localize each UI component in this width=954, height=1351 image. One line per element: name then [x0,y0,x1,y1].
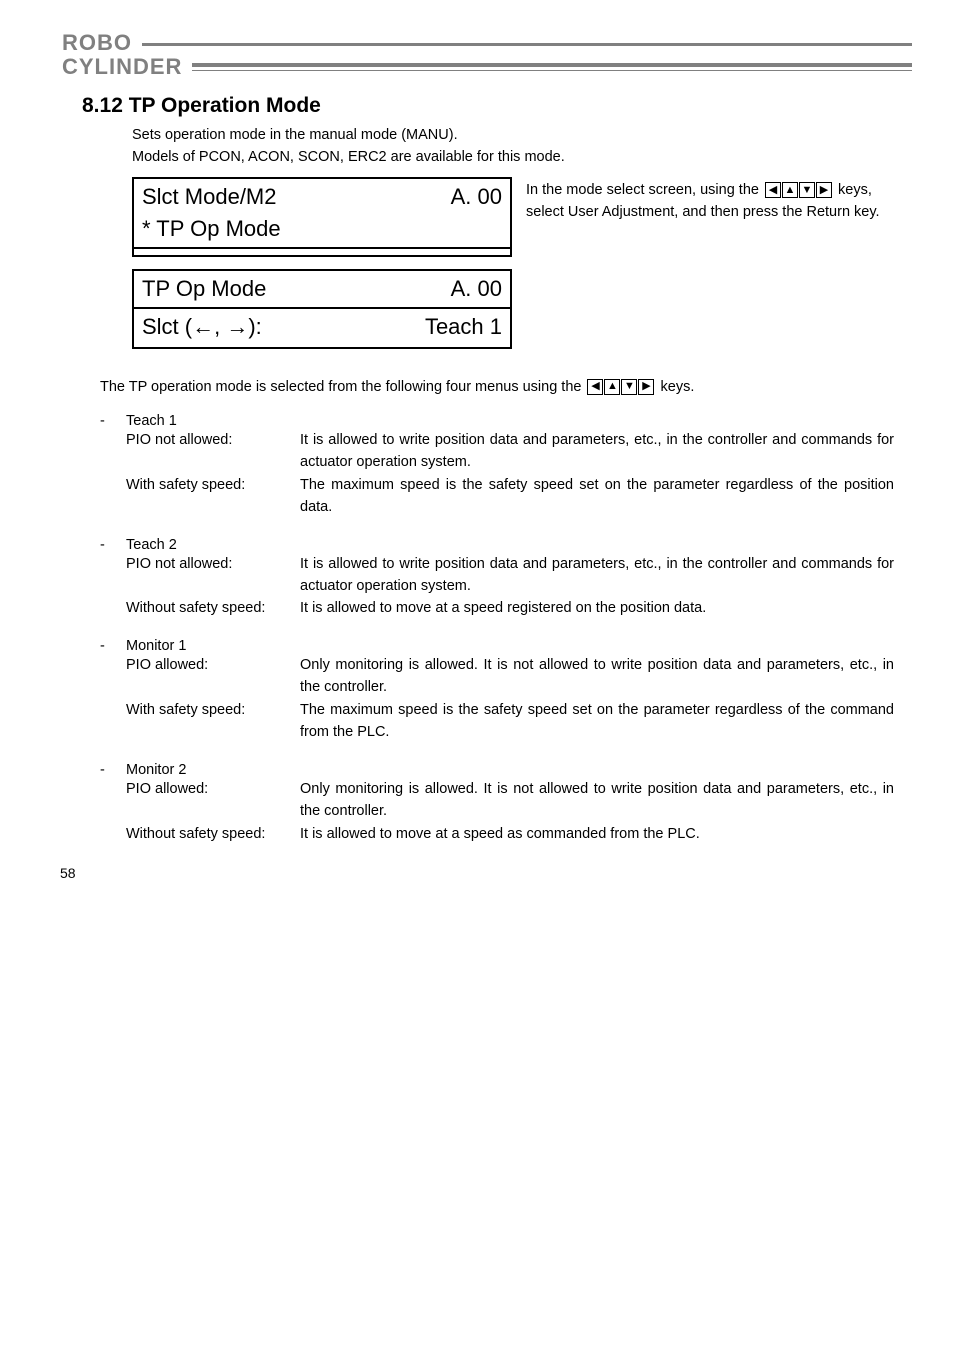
screen2-box: TP Op Mode A. 00 Slct (←, →): Teach 1 [132,269,512,349]
mode-sub-row: With safety speed: The maximum speed is … [126,699,894,744]
arrow-key-group: ◀▲▼▶ [765,182,832,198]
mode-sub-row: Without safety speed: It is allowed to m… [126,597,894,619]
arrow-down-icon: ▼ [799,182,815,198]
intro-text: Sets operation mode in the manual mode (… [132,124,894,169]
mode-sub-text: It is allowed to move at a speed registe… [300,597,894,619]
arrow-right-icon: ▶ [816,182,832,198]
mode-sub-label: PIO allowed: [126,654,300,699]
screen2-line2-left: Slct (←, →): [142,311,262,343]
arrow-left-icon: ◀ [587,379,603,395]
logo-header: ROBO CYLINDER [60,30,894,80]
mode-item: - Monitor 2 PIO allowed: Only monitoring… [100,762,894,845]
header-rule-bottom [192,63,912,71]
explain-post: keys. [656,379,694,395]
mode-sub-row: PIO allowed: Only monitoring is allowed.… [126,654,894,699]
page-number: 58 [60,865,76,881]
logo-text-robo: ROBO [62,30,132,56]
header-rule-top [142,43,912,46]
explain-pre: The TP operation mode is selected from t… [100,379,585,395]
mode-sub-text: The maximum speed is the safety speed se… [300,474,894,519]
arrow-right-icon: ▶ [638,379,654,395]
screen1-box: Slct Mode/M2 A. 00 * TP Op Mode [132,177,512,257]
mode-title: Teach 1 [126,413,177,429]
mode-title: Teach 2 [126,537,177,553]
mode-title: Monitor 1 [126,638,186,654]
mode-title-row: - Monitor 1 [100,638,894,654]
screen2-line2-right: Teach 1 [425,311,502,343]
mode-sub-row: Without safety speed: It is allowed to m… [126,823,894,845]
mode-title: Monitor 2 [126,762,186,778]
mode-sub-label: Without safety speed: [126,823,300,845]
mode-sub-text: It is allowed to write position data and… [300,429,894,474]
mode-sub-text: It is allowed to write position data and… [300,553,894,598]
mode-sub-row: PIO not allowed: It is allowed to write … [126,429,894,474]
section-heading: 8.12 TP Operation Mode [82,94,894,118]
list-dash-icon: - [100,762,126,778]
screen1-line1-left: Slct Mode/M2 [142,181,277,213]
mode-sub-text: Only monitoring is allowed. It is not al… [300,654,894,699]
page-container: ROBO CYLINDER 8.12 TP Operation Mode Set… [0,0,954,903]
list-dash-icon: - [100,413,126,429]
mode-sub-label: PIO allowed: [126,778,300,823]
screen2-line1-right: A. 00 [451,273,502,305]
mode-item: - Teach 1 PIO not allowed: It is allowed… [100,413,894,519]
screen1-row: Slct Mode/M2 A. 00 * TP Op Mode In the m… [132,177,894,257]
mode-sub-label: With safety speed: [126,699,300,744]
mode-sub-row: PIO allowed: Only monitoring is allowed.… [126,778,894,823]
screen1-line2: * TP Op Mode [142,213,502,245]
intro-line-2: Models of PCON, ACON, SCON, ERC2 are ava… [132,146,894,168]
logo-text-cylinder: CYLINDER [62,54,182,80]
mode-item: - Teach 2 PIO not allowed: It is allowed… [100,537,894,620]
mode-sub-label: PIO not allowed: [126,553,300,598]
explain-paragraph: The TP operation mode is selected from t… [100,379,894,395]
arrow-left-icon: ◀ [765,182,781,198]
screen1-description: In the mode select screen, using the ◀▲▼… [526,177,894,224]
mode-sub-text: It is allowed to move at a speed as comm… [300,823,894,845]
mode-sub-row: With safety speed: The maximum speed is … [126,474,894,519]
screen2-line1-left: TP Op Mode [142,273,266,305]
intro-line-1: Sets operation mode in the manual mode (… [132,124,894,146]
arrow-up-icon: ▲ [604,379,620,395]
mode-sub-row: PIO not allowed: It is allowed to write … [126,553,894,598]
mode-list: - Teach 1 PIO not allowed: It is allowed… [100,413,894,846]
mode-title-row: - Teach 2 [100,537,894,553]
list-dash-icon: - [100,638,126,654]
arrow-key-group-2: ◀▲▼▶ [587,379,654,395]
screen2-divider [134,307,510,309]
mode-title-row: - Monitor 2 [100,762,894,778]
mode-sub-label: PIO not allowed: [126,429,300,474]
arrow-down-icon: ▼ [621,379,637,395]
screen1-line1-right: A. 00 [451,181,502,213]
mode-sub-label: With safety speed: [126,474,300,519]
list-dash-icon: - [100,537,126,553]
screen1-divider [134,247,510,249]
mode-sub-text: The maximum speed is the safety speed se… [300,699,894,744]
arrow-up-icon: ▲ [782,182,798,198]
mode-sub-label: Without safety speed: [126,597,300,619]
screen1-desc-pre: In the mode select screen, using the [526,182,763,198]
screen2-wrap: TP Op Mode A. 00 Slct (←, →): Teach 1 [132,269,894,349]
mode-title-row: - Teach 1 [100,413,894,429]
mode-item: - Monitor 1 PIO allowed: Only monitoring… [100,638,894,744]
mode-sub-text: Only monitoring is allowed. It is not al… [300,778,894,823]
